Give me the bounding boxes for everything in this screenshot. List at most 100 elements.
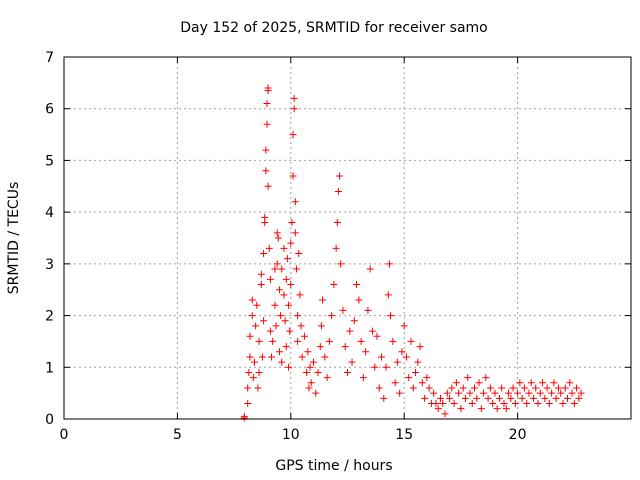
data-point [468, 399, 476, 407]
data-point [246, 353, 254, 361]
data-point [446, 394, 454, 402]
data-point [341, 343, 349, 351]
data-point [412, 368, 420, 376]
data-point [532, 384, 540, 392]
data-point [355, 296, 363, 304]
data-point [539, 379, 547, 387]
data-point [260, 317, 268, 325]
data-point [461, 394, 469, 402]
data-point [337, 260, 345, 268]
data-point [263, 120, 271, 128]
data-point [307, 379, 315, 387]
data-point [378, 353, 386, 361]
gridlines [64, 57, 631, 419]
data-point [548, 389, 556, 397]
data-point [443, 389, 451, 397]
data-point [511, 399, 519, 407]
data-point [518, 394, 526, 402]
data-point [317, 322, 325, 330]
data-point [409, 384, 417, 392]
data-point [359, 374, 367, 382]
data-point [484, 394, 492, 402]
data-point [291, 229, 299, 237]
data-point [336, 172, 344, 180]
data-point [283, 255, 291, 263]
data-point [278, 358, 286, 366]
data-point [281, 317, 289, 325]
data-point [543, 384, 551, 392]
data-point [418, 379, 426, 387]
data-point [248, 312, 256, 320]
data-point [248, 296, 256, 304]
data-point [450, 399, 458, 407]
data-point [346, 327, 354, 335]
data-point [305, 384, 313, 392]
data-point [525, 389, 533, 397]
data-point [448, 384, 456, 392]
data-point [287, 239, 295, 247]
data-point [303, 368, 311, 376]
data-point [568, 389, 576, 397]
data-point [391, 379, 399, 387]
data-point [457, 405, 465, 413]
data-point [274, 234, 282, 242]
data-point [290, 105, 298, 113]
data-point [505, 389, 513, 397]
data-point [332, 244, 340, 252]
data-point [382, 363, 390, 371]
data-point [475, 379, 483, 387]
x-tick-label: 20 [509, 427, 527, 443]
data-point [275, 348, 283, 356]
data-point [500, 399, 508, 407]
data-point [570, 399, 578, 407]
y-axis-label: SRMTID / TECUs [6, 182, 22, 295]
plot-frame [63, 56, 632, 420]
data-point [282, 343, 290, 351]
y-tick-label: 4 [45, 205, 54, 221]
data-point [471, 384, 479, 392]
data-point [312, 389, 320, 397]
data-point [486, 384, 494, 392]
data-point [357, 337, 365, 345]
data-point [559, 399, 567, 407]
data-point [477, 405, 485, 413]
x-tick-label: 15 [395, 427, 413, 443]
data-point [405, 374, 413, 382]
data-point [502, 405, 510, 413]
y-tick-label: 6 [45, 102, 54, 118]
data-point [278, 265, 286, 273]
data-point [287, 281, 295, 289]
data-point [262, 167, 270, 175]
data-point [414, 358, 422, 366]
data-point [290, 94, 298, 102]
data-point [489, 399, 497, 407]
x-axis-label: GPS time / hours [275, 458, 392, 474]
data-point [289, 172, 297, 180]
data-point [273, 229, 281, 237]
x-tick-label: 10 [282, 427, 300, 443]
data-point [482, 374, 490, 382]
data-point [561, 384, 569, 392]
data-point [507, 394, 515, 402]
data-point [514, 389, 522, 397]
data-point [552, 394, 560, 402]
data-point [384, 291, 392, 299]
data-point [286, 327, 294, 335]
data-point [375, 384, 383, 392]
data-point [344, 368, 351, 376]
chart-title: Day 152 of 2025, SRMTID for receiver sam… [180, 20, 488, 36]
data-point [416, 343, 424, 351]
data-point [573, 384, 581, 392]
data-point [362, 348, 370, 356]
data-point [436, 394, 444, 402]
data-point [398, 348, 406, 356]
data-point [266, 275, 274, 283]
data-point [321, 353, 329, 361]
data-point [262, 146, 270, 154]
data-point [271, 301, 279, 309]
data-point [295, 250, 303, 258]
data-point [545, 399, 553, 407]
data-point [244, 384, 252, 392]
data-point [319, 296, 327, 304]
data-point [480, 389, 488, 397]
